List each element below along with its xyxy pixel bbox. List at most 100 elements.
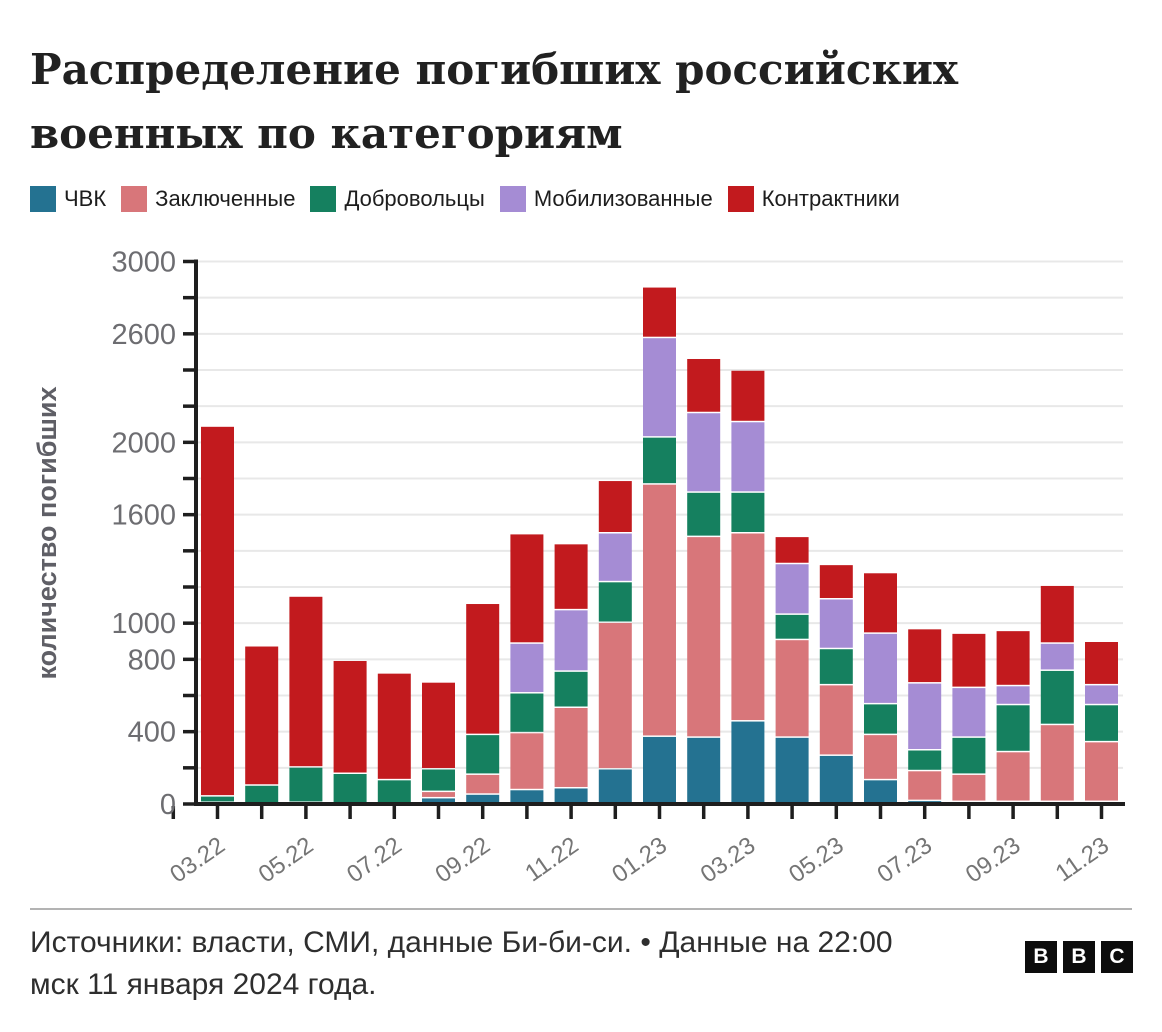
bar-segment — [864, 633, 897, 703]
legend-swatch — [310, 186, 337, 212]
y-tick-labels: 0 400 800 1000 1600 2000 2600 3000 — [111, 247, 176, 822]
bar-11.23 — [1085, 642, 1118, 804]
source-note: Источники: власти, СМИ, данные Би-би-си.… — [30, 926, 893, 1001]
bar-segment — [554, 708, 588, 787]
bar-segment — [908, 750, 942, 770]
bar-01.23 — [643, 287, 676, 804]
x-tick-label: 11.22 — [520, 832, 583, 888]
bar-08.22 — [422, 682, 455, 804]
bar-segment — [598, 481, 632, 532]
y-tick-label: 2000 — [111, 427, 176, 459]
bar-08.23 — [952, 633, 986, 804]
bar-segment — [1040, 670, 1074, 724]
bar-segment — [731, 422, 765, 492]
bar-segment — [952, 633, 986, 687]
bar-06.22 — [333, 660, 367, 806]
bbc-logo-letter: C — [1101, 941, 1133, 973]
stacked-bar-chart: 0 400 800 1000 1600 2000 2600 3000 03.22 05.22 07.… — [32, 247, 1125, 889]
bar-segment — [554, 671, 588, 707]
bar-segment — [201, 426, 234, 796]
bar-segment — [643, 736, 676, 804]
x-tick-label: 03.22 — [165, 832, 230, 889]
bar-segment — [996, 752, 1030, 801]
bar-segment — [466, 735, 500, 774]
bar-segment — [819, 649, 853, 684]
bar-segment — [554, 544, 588, 609]
y-tick-label: 800 — [128, 644, 176, 676]
bar-05.22 — [289, 596, 323, 805]
chart-title: Распределение погибших российских военны… — [30, 45, 959, 158]
bar-09.23 — [996, 631, 1030, 804]
x-tick-label: 05.23 — [784, 832, 849, 889]
x-tick-label: 07.23 — [872, 832, 937, 889]
bar-segment — [687, 358, 721, 412]
bar-07.23 — [908, 629, 942, 804]
bar-segment — [775, 564, 809, 614]
legend-swatch — [727, 186, 754, 212]
bar-segment — [510, 733, 544, 789]
bar-03.22 — [201, 426, 234, 805]
bar-segment — [775, 640, 809, 737]
bar-segment — [908, 629, 942, 683]
bar-segment — [289, 596, 323, 767]
bar-segment — [1040, 643, 1074, 670]
bar-segment — [422, 792, 455, 797]
bar-segment — [952, 737, 986, 774]
bar-10.22 — [510, 534, 544, 804]
axes — [171, 259, 1125, 819]
bar-segment — [422, 798, 455, 804]
legend-item-label: Добровольцы — [344, 186, 485, 211]
y-axis-title: количество погибших — [32, 387, 62, 680]
bar-02.23 — [687, 358, 721, 804]
bar-segment — [864, 780, 897, 804]
legend-item: Контрактники — [727, 186, 900, 212]
bar-segment — [333, 660, 367, 773]
x-tick-label: 03.23 — [696, 832, 761, 889]
bar-segment — [775, 737, 809, 804]
y-tick-label: 1600 — [111, 500, 176, 532]
bar-segment — [731, 533, 765, 721]
bar-segment — [598, 623, 632, 768]
y-tick-label: 1000 — [111, 608, 176, 640]
bar-segment — [643, 484, 676, 736]
bar-segment — [908, 771, 942, 800]
bar-segment — [1085, 705, 1118, 741]
x-tick-label: 09.22 — [430, 832, 495, 889]
bar-segment — [245, 785, 279, 803]
bar-06.23 — [864, 573, 897, 804]
bar-segment — [952, 774, 986, 801]
x-tick-label: 11.23 — [1051, 832, 1114, 888]
y-tick-label: 400 — [128, 717, 176, 749]
bar-09.22 — [466, 604, 500, 804]
legend-item: ЧВК — [30, 186, 106, 212]
y-tick-label: 3000 — [111, 247, 176, 279]
bar-segment — [510, 643, 544, 693]
bar-segment — [996, 705, 1030, 751]
bar-segment — [1085, 642, 1118, 684]
bar-segment — [554, 788, 588, 804]
bar-segment — [952, 688, 986, 737]
bar-segment — [598, 533, 632, 581]
bar-03.23 — [731, 370, 765, 804]
bar-segment — [864, 735, 897, 779]
bar-04.22 — [245, 646, 279, 806]
bar-segment — [377, 673, 411, 779]
legend-item-label: Заключенные — [155, 186, 296, 211]
bar-segment — [466, 794, 500, 804]
bar-segment — [996, 686, 1030, 704]
bar-segment — [245, 646, 279, 785]
bar-segment — [819, 685, 853, 755]
legend-swatch — [121, 186, 148, 212]
x-tick-label: 09.23 — [961, 832, 1026, 889]
bar-segment — [510, 693, 544, 732]
bar-segment — [422, 682, 455, 768]
bar-segment — [775, 537, 809, 563]
legend-swatch — [499, 186, 526, 212]
footer-divider — [30, 908, 1132, 910]
bar-segment — [687, 413, 721, 492]
legend-item-label: ЧВК — [64, 186, 107, 211]
bar-10.23 — [1040, 585, 1074, 804]
legend-item-label: Контрактники — [761, 186, 900, 211]
y-tick-label: 2600 — [111, 319, 176, 351]
